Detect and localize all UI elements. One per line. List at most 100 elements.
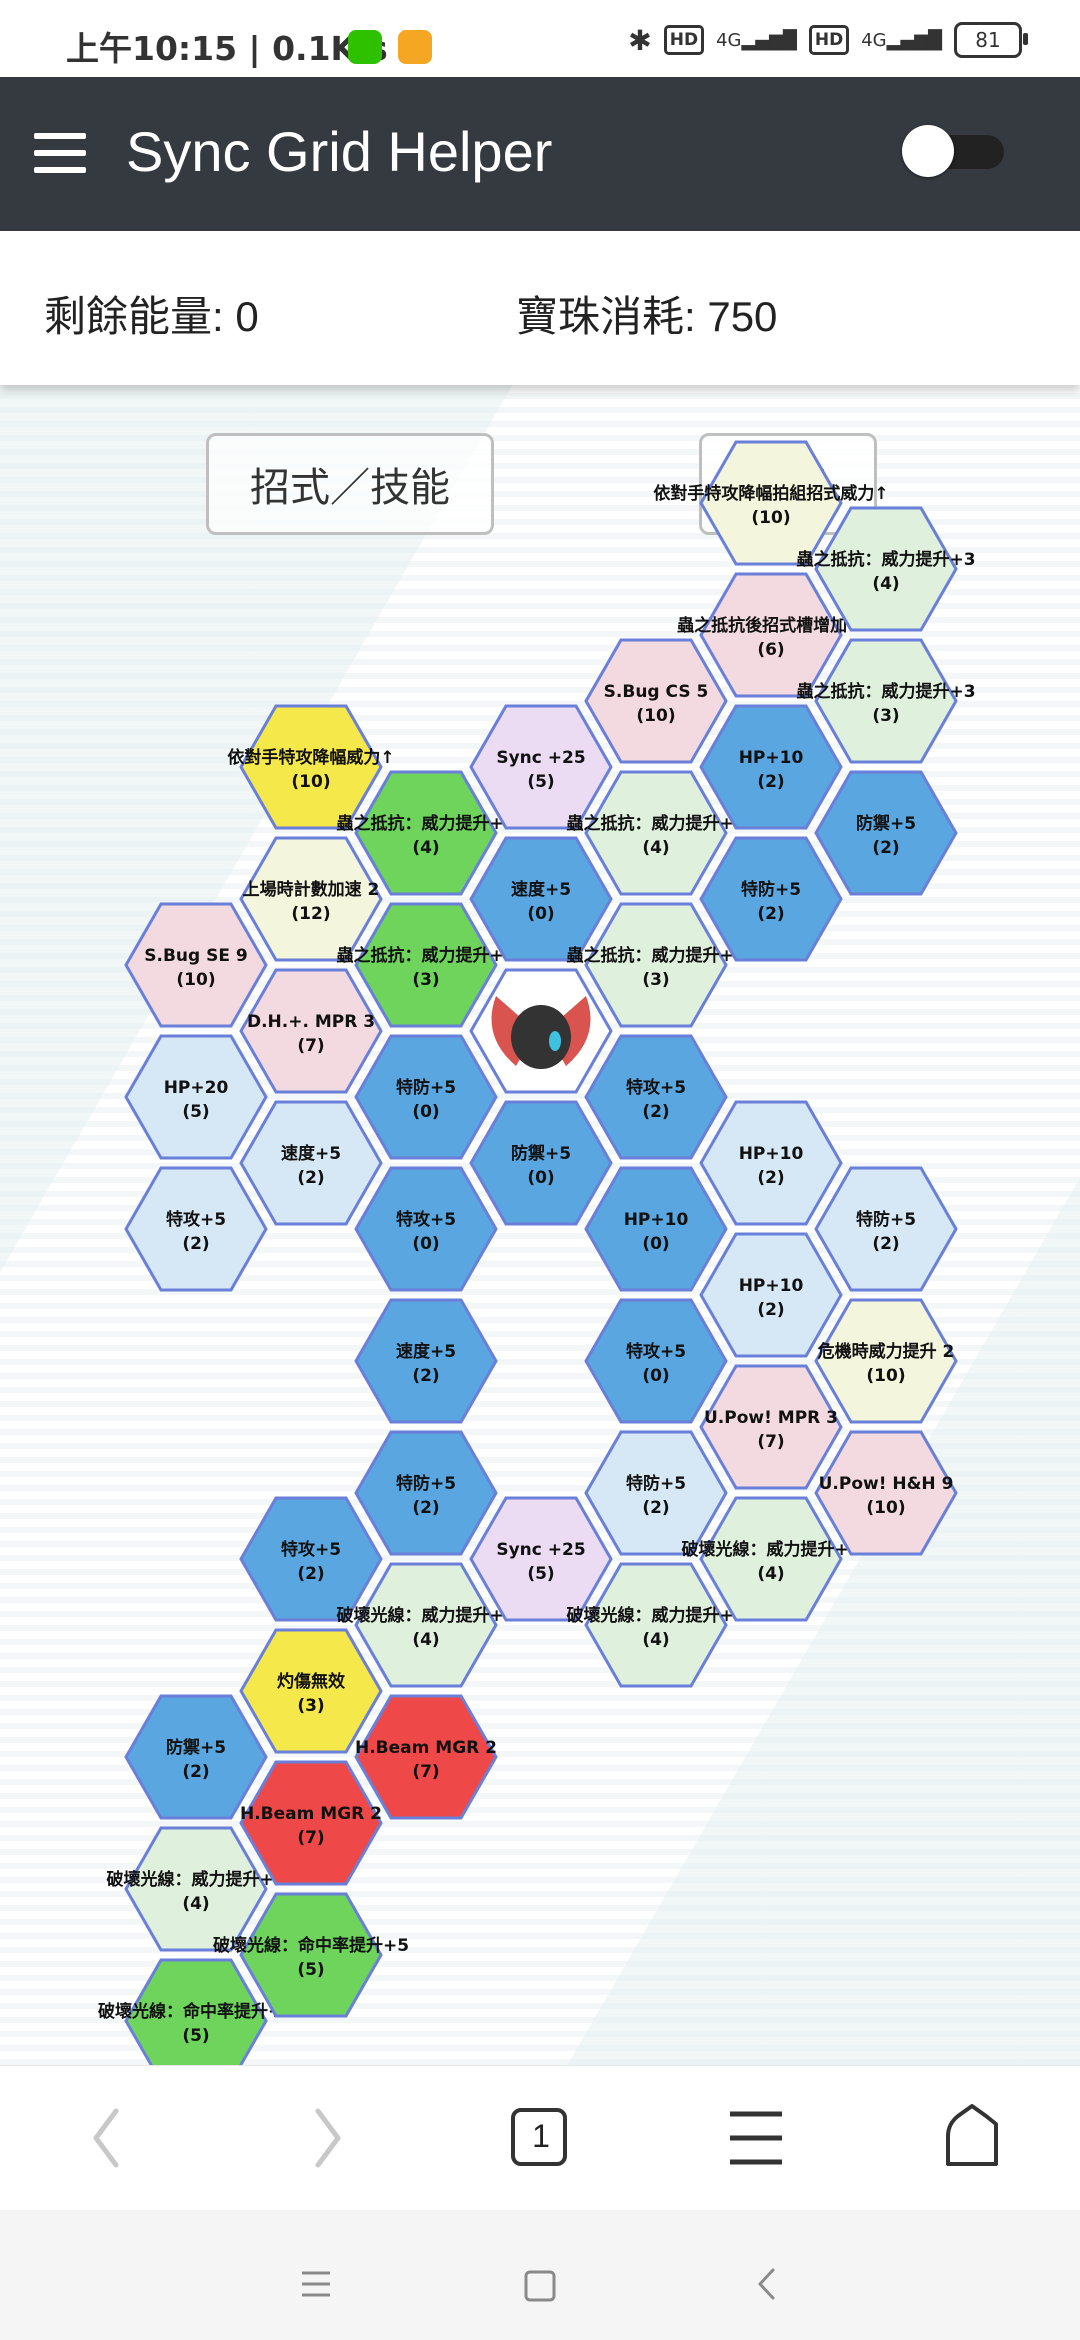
grid-tile[interactable]: 破壞光線：威力提升+3 (4) [681, 1496, 861, 1622]
tabs-icon[interactable] [511, 2108, 567, 2166]
grid-tile[interactable]: 防禦+5 (2) [124, 1694, 268, 1820]
grid-tile[interactable]: HP+10 (0) [584, 1166, 728, 1292]
pokemon-head-icon [511, 1005, 571, 1069]
sync-grid-area: 招式／技能 重置 S.Bug SE 9(10)HP+20(5)特攻+5(2)防禦… [0, 385, 1080, 2065]
grid-tile[interactable]: 破壞光線：威力提升+2 (4) [566, 1562, 746, 1688]
grid-tile[interactable]: U.Pow! MPR 3 (7) [699, 1364, 843, 1490]
hex-shape [469, 1100, 613, 1226]
recents-icon[interactable] [302, 2271, 330, 2297]
hex-shape [239, 704, 383, 830]
tile-label: 破壞光線：威力提升+2 [566, 1605, 745, 1626]
tile-label: U.Pow! MPR 3 [704, 1408, 838, 1428]
tile-label: 特防+5 [856, 1209, 916, 1230]
grid-tile[interactable]: 特防+5 (2) [699, 836, 843, 962]
grid-tile[interactable]: HP+10 (2) [699, 1100, 843, 1226]
tile-cost: (10) [751, 508, 790, 528]
tile-cost: (4) [642, 1630, 669, 1650]
grid-tile[interactable]: Sync +25 (5) [469, 704, 613, 830]
tile-label: 破壞光線：威力提升+2 [336, 1605, 515, 1626]
grid-tile[interactable]: 破壞光線：威力提升+2 (4) [106, 1826, 286, 1952]
hex-shape [584, 902, 728, 1028]
grid-tile[interactable]: 上場時計數加速 2 (12) [239, 836, 383, 962]
grid-tile[interactable]: HP+10 (2) [699, 704, 843, 830]
grid-tile[interactable]: 蟲之抵抗：威力提升+3 (3) [796, 638, 976, 764]
grid-tile[interactable]: 特攻+5 (0) [354, 1166, 498, 1292]
orb-cost: 寶珠消耗: 750 [516, 293, 778, 340]
tile-cost: (2) [872, 838, 899, 858]
grid-tile[interactable]: S.Bug CS 5 (10) [584, 638, 728, 764]
grid-tile[interactable]: 危機時威力提升 2 (10) [814, 1298, 958, 1424]
tile-label: 破壞光線：命中率提升+5 [98, 2001, 294, 2022]
grid-tile[interactable]: 防禦+5 (2) [814, 770, 958, 896]
pokemon-center-tile[interactable] [469, 968, 613, 1094]
grid-tile[interactable]: 蟲之抵抗：威力提升+3 (4) [566, 770, 746, 896]
grid-tile[interactable]: 特防+5 (2) [814, 1166, 958, 1292]
grid-tile[interactable]: H.Beam MGR 2 (7) [239, 1760, 383, 1886]
app-title: Sync Grid Helper [126, 120, 553, 183]
tile-cost: (4) [757, 1564, 784, 1584]
tile-label: 破壞光線：威力提升+2 [106, 1869, 285, 1890]
tile-cost: (0) [412, 1102, 439, 1122]
tile-cost: (4) [412, 1630, 439, 1650]
grid-tile[interactable]: 特防+5 (2) [584, 1430, 728, 1556]
home-icon[interactable] [946, 2104, 998, 2166]
grid-tile[interactable]: 蟲之抵抗：威力提升+3 (4) [336, 770, 516, 896]
grid-tile[interactable]: D.H.+. MPR 3 (7) [239, 968, 383, 1094]
tile-cost: (7) [297, 1036, 324, 1056]
grid-tile[interactable]: HP+20 (5) [124, 1034, 268, 1160]
tile-label: 特防+5 [626, 1473, 686, 1494]
grid-tile[interactable]: 速度+5 (0) [469, 836, 613, 962]
menu-icon[interactable] [730, 2111, 782, 2165]
grid-tile[interactable]: 灼傷無效 (3) [239, 1628, 383, 1754]
wechat-icon [348, 30, 382, 64]
grid-tile[interactable]: 特攻+5 (2) [584, 1034, 728, 1160]
grid-tile[interactable]: 特攻+5 (0) [584, 1298, 728, 1424]
hex-shape [814, 1430, 958, 1556]
tile-label: 危機時威力提升 2 [817, 1341, 955, 1362]
pokemon-eye-icon [549, 1031, 561, 1051]
hex-shape [814, 1298, 958, 1424]
grid-tile[interactable]: HP+10 (2) [699, 1232, 843, 1358]
grid-tile[interactable]: 防禦+5 (0) [469, 1100, 613, 1226]
tile-cost: (0) [527, 1168, 554, 1188]
grid-tile[interactable]: 蟲之抵抗：威力提升+3 (4) [796, 506, 976, 632]
grid-tile[interactable]: 特攻+5 (2) [124, 1166, 268, 1292]
tile-cost: (3) [642, 970, 669, 990]
home-square-icon[interactable] [524, 2270, 556, 2302]
grid-tile[interactable]: 蟲之抵抗：威力提升+3 (3) [566, 902, 746, 1028]
back-triangle-icon[interactable] [758, 2268, 775, 2300]
mode-toggle[interactable] [902, 125, 1004, 177]
moves-skills-button[interactable]: 招式／技能 [206, 433, 494, 535]
tile-cost: (2) [757, 1300, 784, 1320]
hamburger-menu-icon[interactable] [34, 133, 86, 173]
tile-label: 灼傷無效 [277, 1671, 345, 1692]
tile-cost: (2) [412, 1498, 439, 1518]
grid-tile[interactable]: 破壞光線：威力提升+2 (4) [336, 1562, 516, 1688]
battery-icon: 81 [954, 22, 1028, 58]
tile-label: 蟲之抵抗後招式槽增加 3 [677, 615, 865, 636]
grid-tile[interactable]: 破壞光線：命中率提升+5 (5) [213, 1892, 409, 2018]
forward-icon[interactable] [315, 2108, 341, 2168]
status-time: 上午10:15 [66, 29, 238, 68]
tile-label: 蟲之抵抗：威力提升+3 [796, 549, 975, 570]
grid-tile[interactable]: U.Pow! H&H 9 (10) [814, 1430, 958, 1556]
tile-cost: (3) [872, 706, 899, 726]
signal-icon-2: 4G▂▄▆█ [861, 29, 942, 51]
grid-tile[interactable]: 依對手特攻降幅拍組招式威力↑ (10) [653, 440, 889, 566]
grid-tile[interactable]: 特防+5 (0) [354, 1034, 498, 1160]
grid-tile[interactable]: 蟲之抵抗後招式槽增加 3 (6) [677, 572, 865, 698]
grid-tile[interactable]: 速度+5 (2) [354, 1298, 498, 1424]
grid-tile[interactable]: S.Bug SE 9 (10) [124, 902, 268, 1028]
system-nav-bar [0, 2210, 1080, 2340]
grid-tile[interactable]: 速度+5 (2) [239, 1100, 383, 1226]
tile-label: H.Beam MGR 2 [355, 1738, 497, 1758]
grid-tile[interactable]: 蟲之抵抗：威力提升+3 (3) [336, 902, 516, 1028]
grid-tile[interactable]: 依對手特攻降幅威力↑ (10) [227, 704, 395, 830]
grid-tile[interactable]: H.Beam MGR 2 (7) [354, 1694, 498, 1820]
grid-tile[interactable]: 破壞光線：命中率提升+5 (5) [98, 1958, 294, 2065]
back-icon[interactable] [93, 2108, 119, 2168]
grid-tile[interactable]: 特防+5 (2) [354, 1430, 498, 1556]
grid-tile[interactable]: Sync +25 (5) [469, 1496, 613, 1622]
battery-level: 81 [975, 28, 1001, 52]
grid-tile[interactable]: 特攻+5 (2) [239, 1496, 383, 1622]
